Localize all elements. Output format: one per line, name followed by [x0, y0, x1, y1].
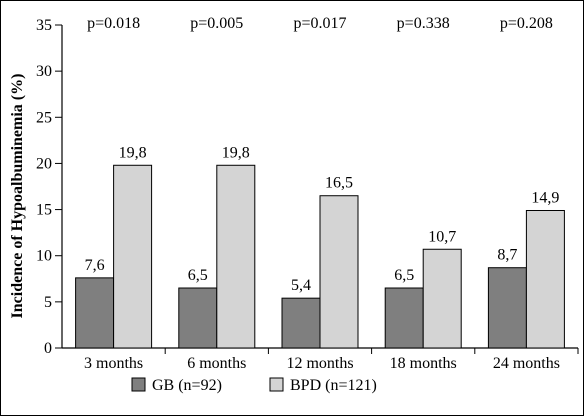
- y-tick-label: 30: [36, 63, 52, 80]
- bar: [487, 267, 527, 349]
- y-tick-label: 10: [36, 248, 52, 265]
- x-tick-label: 12 months: [286, 355, 353, 372]
- data-label: 19,8: [119, 144, 147, 161]
- bar: [422, 248, 462, 349]
- bar: [216, 164, 256, 349]
- x-tick-label: 6 months: [187, 355, 246, 372]
- p-value-annotation: p=0.018: [87, 15, 140, 32]
- data-label: 8,7: [497, 247, 517, 264]
- p-value-annotation: p=0.017: [293, 15, 346, 32]
- y-axis-label: Incidence of Hypoalbuminemia (%): [9, 74, 26, 319]
- x-tick-label: 3 months: [84, 355, 143, 372]
- bar: [319, 195, 359, 349]
- plot-area: 0 5 10 15 20 25 30 35 7,6 19,8 3 months p=0.018 6,5 1…: [36, 15, 579, 372]
- bar: [178, 287, 218, 349]
- data-label: 5,4: [291, 277, 311, 294]
- p-value-annotation: p=0.208: [500, 15, 553, 32]
- legend: GB (n=92) BPD (n=121): [131, 377, 377, 394]
- p-value-annotation: p=0.005: [190, 15, 243, 32]
- bar: [525, 209, 565, 349]
- data-label: 16,5: [325, 175, 353, 192]
- legend-label: BPD (n=121): [290, 377, 377, 394]
- x-tick-label: 18 months: [390, 355, 457, 372]
- y-tick-label: 0: [44, 340, 52, 357]
- y-tick-label: 15: [36, 202, 52, 219]
- data-label: 6,5: [188, 267, 208, 284]
- legend-swatch: [131, 377, 146, 392]
- y-tick-label: 20: [36, 155, 52, 172]
- y-tick-label: 5: [44, 294, 52, 311]
- data-label: 10,7: [428, 228, 456, 245]
- bar: [113, 164, 153, 349]
- x-tick-label: 24 months: [493, 355, 560, 372]
- data-label: 14,9: [531, 189, 559, 206]
- data-label: 19,8: [222, 144, 250, 161]
- y-tick-label: 25: [36, 109, 52, 126]
- bar: [281, 297, 321, 349]
- data-label: 6,5: [394, 267, 414, 284]
- data-label: 7,6: [85, 257, 105, 274]
- bar: [384, 287, 424, 349]
- bar: [75, 277, 115, 349]
- legend-swatch: [269, 377, 284, 392]
- legend-label: GB (n=92): [152, 377, 222, 394]
- y-tick-label: 35: [36, 17, 52, 34]
- p-value-annotation: p=0.338: [397, 15, 450, 32]
